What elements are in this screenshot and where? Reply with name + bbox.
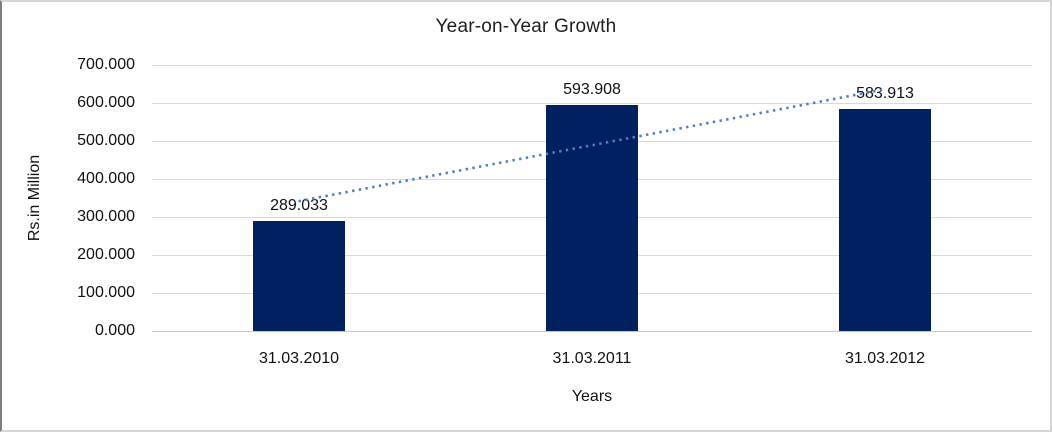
- x-axis-category-label: 31.03.2010: [258, 350, 340, 367]
- y-axis-tick-label: 300.000: [77, 208, 135, 225]
- bar: [839, 109, 931, 331]
- bar: [546, 105, 638, 331]
- y-axis-tick-label: 500.000: [77, 132, 135, 149]
- gridline: [152, 65, 1032, 66]
- bar: [253, 221, 345, 331]
- y-axis-tick-label: 400.000: [77, 170, 135, 187]
- y-axis-tick-label: 200.000: [77, 246, 135, 263]
- gridline: [152, 331, 1032, 332]
- y-axis-tick-label: 0.000: [94, 322, 135, 339]
- chart-title: Year-on-Year Growth: [435, 16, 617, 37]
- bar-value-label: 593.908: [563, 81, 621, 98]
- y-axis-tick-label: 100.000: [77, 284, 135, 301]
- y-axis-tick-label: 600.000: [77, 94, 135, 111]
- x-axis-title: Years: [571, 388, 613, 405]
- x-axis-category-label: 31.03.2011: [552, 350, 632, 367]
- bar-value-label: 583.913: [856, 85, 914, 102]
- x-axis-category-label: 31.03.2012: [844, 350, 926, 367]
- bar-value-label: 289.033: [270, 197, 328, 214]
- y-axis-tick-label: 700.000: [77, 56, 135, 73]
